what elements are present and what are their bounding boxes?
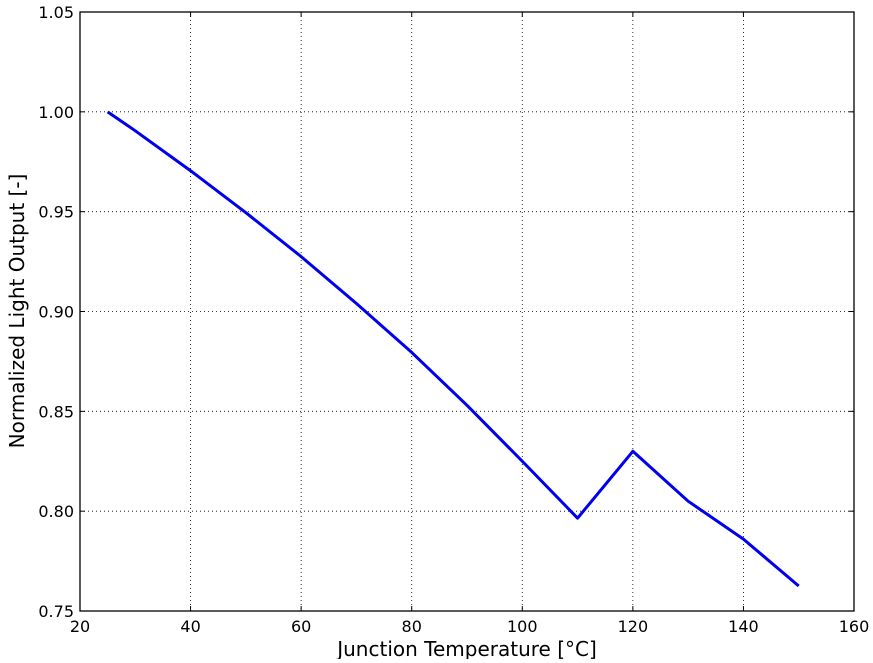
x-axis-label: Junction Temperature [°C] — [335, 637, 597, 659]
series-line — [106, 110, 800, 588]
x-tick-label: 160 — [839, 617, 870, 636]
x-tick-label: 40 — [180, 617, 200, 636]
y-axis-label: Normalized Light Output [-] — [5, 174, 29, 449]
x-tick-label: 80 — [402, 617, 422, 636]
y-tick-label: 1.05 — [38, 3, 74, 22]
y-tick-label: 0.85 — [38, 402, 74, 421]
x-tick-label: 20 — [70, 617, 90, 636]
tick-layer — [79, 11, 855, 612]
y-tick-label: 0.95 — [38, 203, 74, 222]
y-tick-label: 0.75 — [38, 602, 74, 621]
x-tick-label: 140 — [728, 617, 759, 636]
grid-layer — [80, 12, 854, 611]
x-tick-label: 120 — [618, 617, 649, 636]
tick-label-layer: 20 40 60 80 100 120 140 160 0.75 0.80 0.85 0.90 0.95… — [38, 3, 869, 636]
x-tick-label: 100 — [507, 617, 538, 636]
y-tick-label: 1.00 — [38, 103, 74, 122]
series-layer — [106, 110, 800, 588]
y-tick-label: 0.90 — [38, 303, 74, 322]
y-tick-label: 0.80 — [38, 502, 74, 521]
x-tick-label: 60 — [291, 617, 311, 636]
